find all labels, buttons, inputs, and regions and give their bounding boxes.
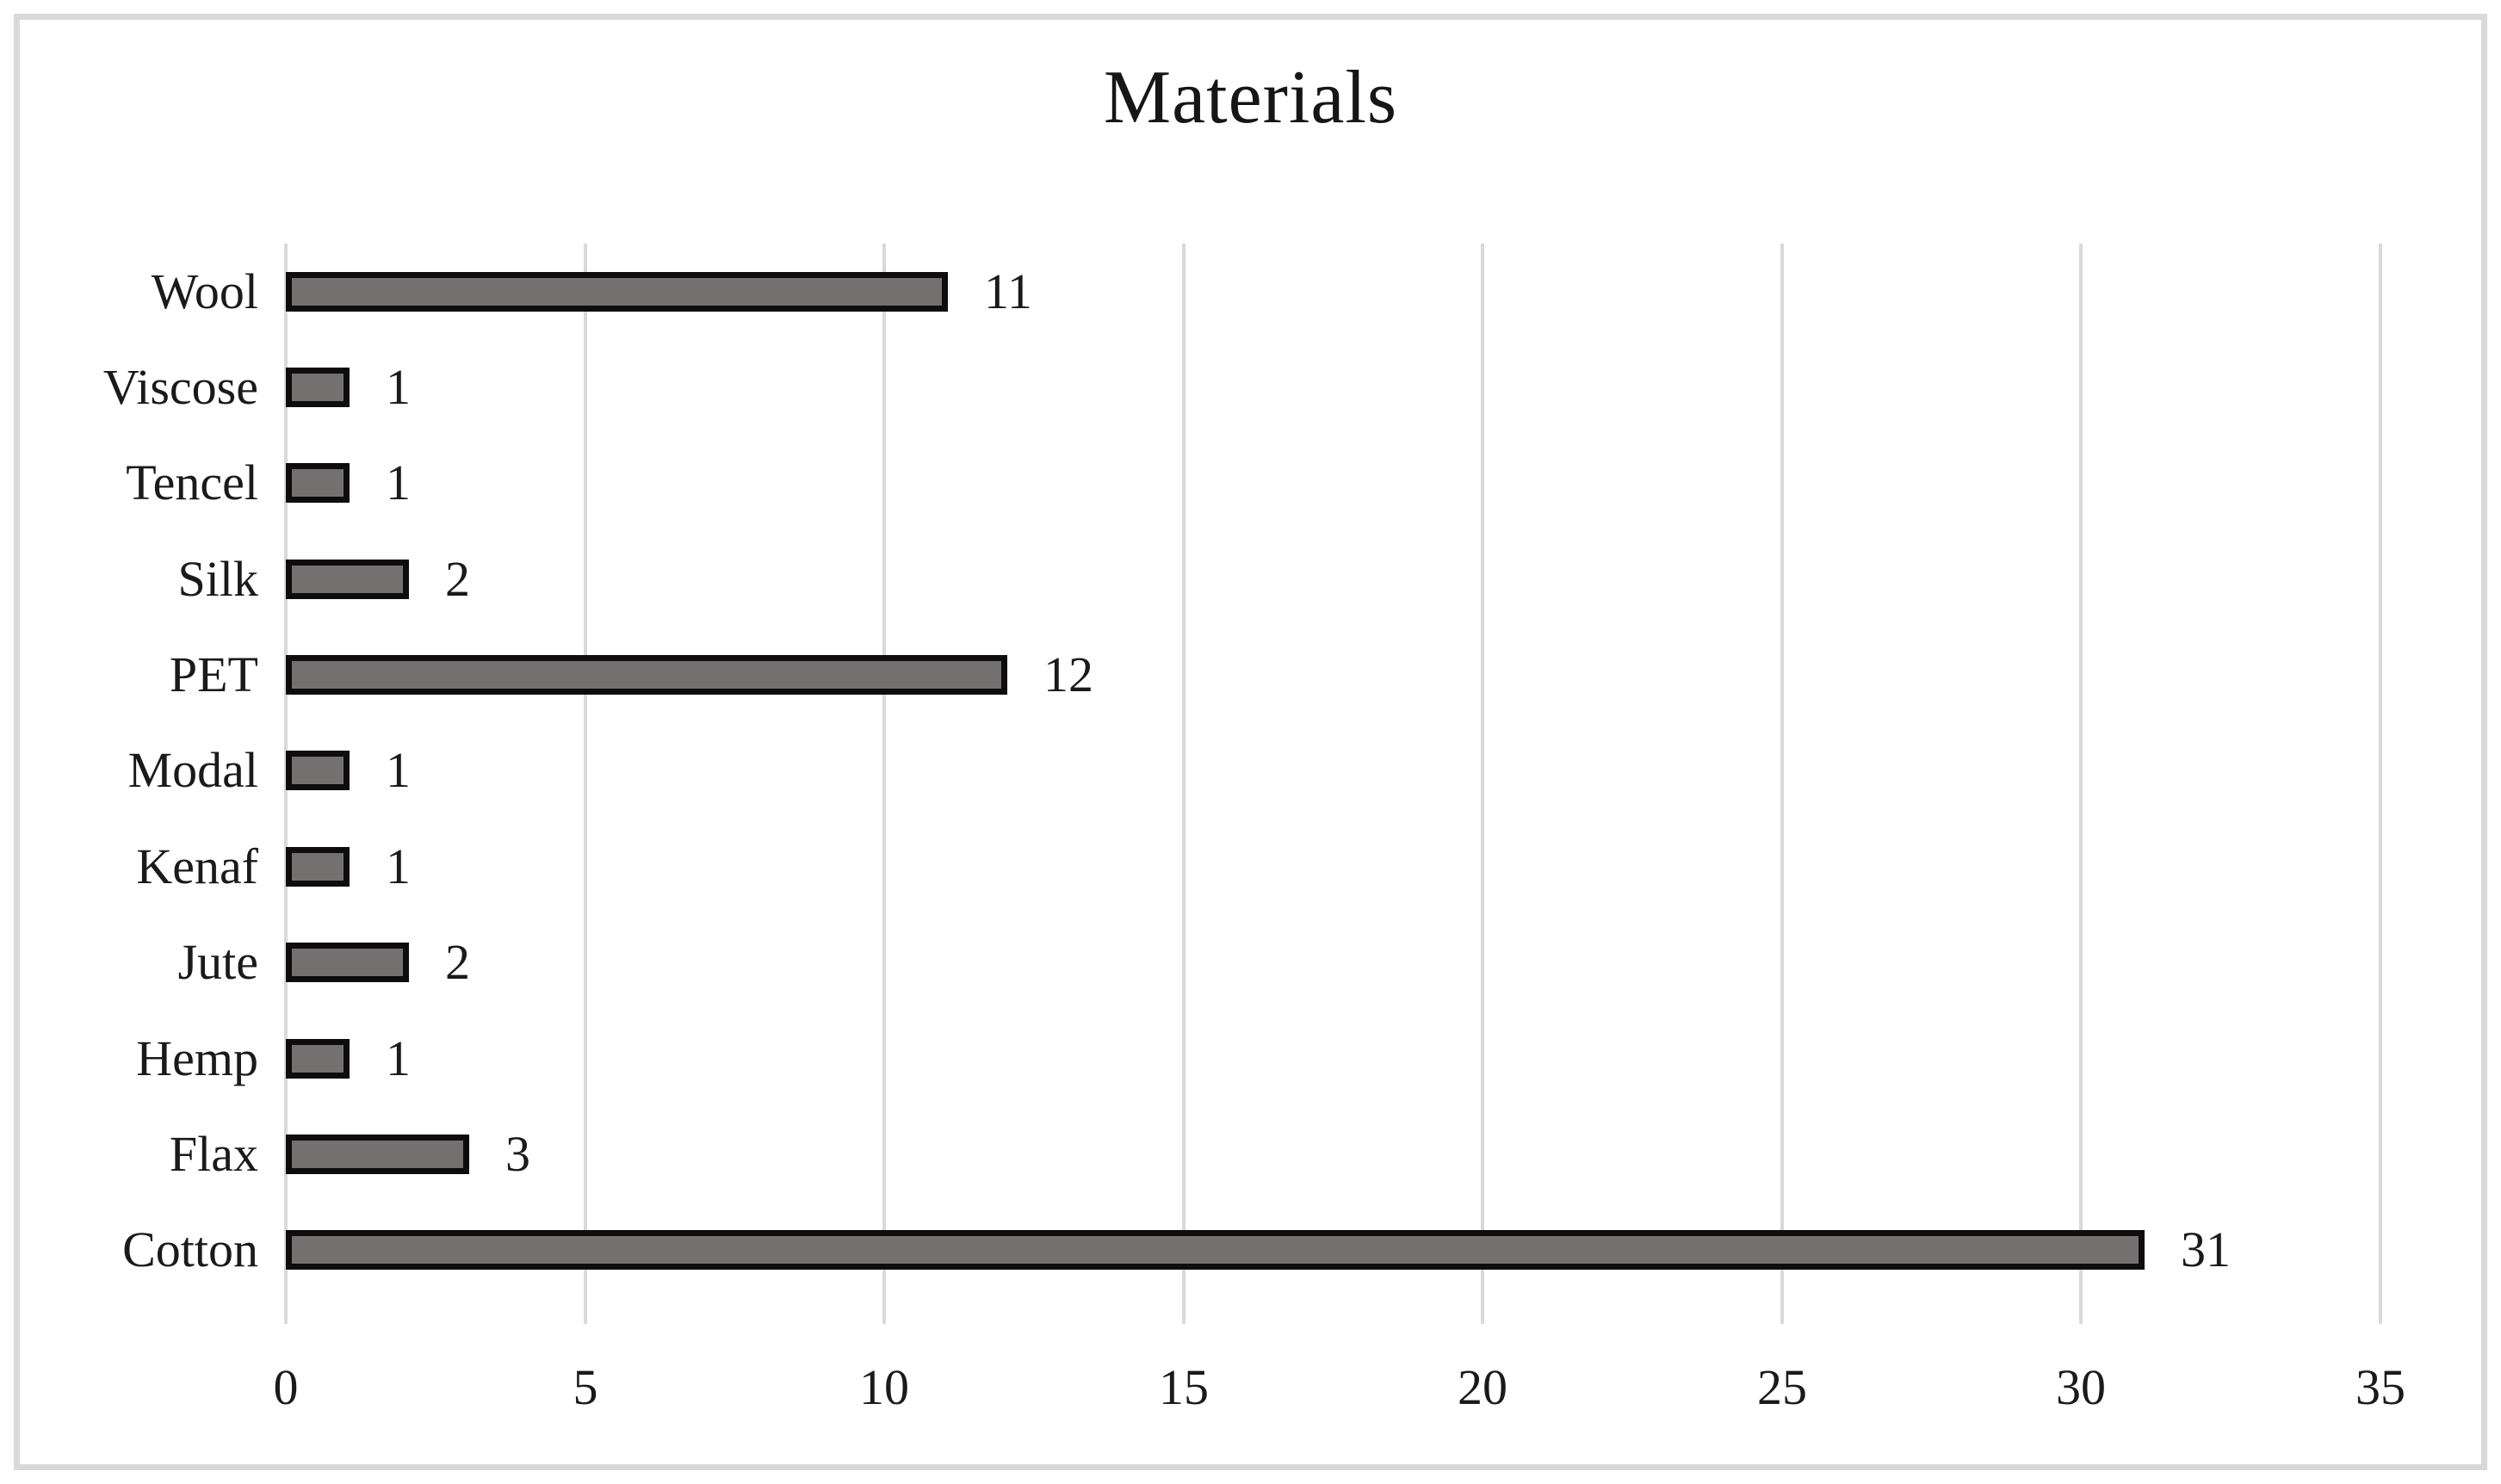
bar-value-label: 11 (984, 263, 1032, 319)
category-label-flax: Flax (169, 1126, 258, 1182)
bar-value-label: 12 (1043, 646, 1093, 702)
gridline-x-25 (1780, 244, 1784, 1298)
plot-area: 11 1 1 2 12 1 1 2 1 3 31 (284, 244, 2382, 1298)
category-label-wool: Wool (151, 263, 258, 319)
bar-value-label: 3 (505, 1126, 530, 1182)
gridline-x-10 (882, 244, 886, 1298)
gridline-x-35 (2379, 244, 2382, 1298)
tickmark-x-35 (2379, 1298, 2382, 1324)
gridline-x-5 (584, 244, 587, 1298)
bar-value-label: 1 (386, 454, 411, 510)
bar-kenaf (286, 847, 350, 887)
category-label-viscose: Viscose (102, 359, 258, 415)
category-label-modal: Modal (127, 742, 258, 798)
category-label-hemp: Hemp (136, 1030, 258, 1086)
bar-viscose (286, 368, 350, 407)
bar-value-label: 2 (445, 551, 470, 607)
x-tick-label: 25 (1757, 1359, 1807, 1415)
bar-value-label: 31 (2181, 1221, 2231, 1277)
category-label-cotton: Cotton (122, 1221, 258, 1277)
x-tick-label: 35 (2356, 1359, 2405, 1415)
x-tick-label: 20 (1458, 1359, 1507, 1415)
tickmark-x-20 (1481, 1298, 1484, 1324)
category-label-tencel: Tencel (126, 454, 258, 510)
bar-wool (286, 272, 948, 312)
bar-value-label: 1 (386, 838, 411, 894)
bar-silk (286, 560, 409, 599)
bar-modal (286, 751, 350, 790)
tickmark-x-15 (1182, 1298, 1185, 1324)
tickmark-x-10 (882, 1298, 886, 1324)
gridline-x-30 (2079, 244, 2083, 1298)
tickmark-x-5 (584, 1298, 587, 1324)
category-label-silk: Silk (177, 551, 259, 607)
x-tick-label: 0 (273, 1359, 299, 1415)
category-label-jute: Jute (177, 934, 258, 990)
bar-hemp (286, 1039, 350, 1079)
gridline-x-20 (1481, 244, 1484, 1298)
x-tick-label: 10 (859, 1359, 909, 1415)
bar-value-label: 1 (386, 742, 411, 798)
x-tick-label: 5 (573, 1359, 598, 1415)
bar-value-label: 2 (445, 934, 470, 990)
category-label-kenaf: Kenaf (136, 838, 258, 894)
bar-flax (286, 1135, 469, 1174)
chart-title: Materials (1103, 56, 1398, 139)
bar-pet (286, 655, 1007, 695)
bar-jute (286, 943, 409, 982)
tickmark-x-30 (2079, 1298, 2083, 1324)
tickmark-x-25 (1780, 1298, 1784, 1324)
category-label-pet: PET (169, 646, 258, 702)
gridline-x-15 (1182, 244, 1185, 1298)
bar-value-label: 1 (386, 359, 411, 415)
bar-tencel (286, 463, 350, 503)
bar-value-label: 1 (386, 1030, 411, 1086)
x-tick-label: 30 (2056, 1359, 2106, 1415)
x-tick-label: 15 (1159, 1359, 1209, 1415)
tickmark-x-0 (284, 1298, 288, 1324)
bar-cotton (286, 1230, 2145, 1270)
